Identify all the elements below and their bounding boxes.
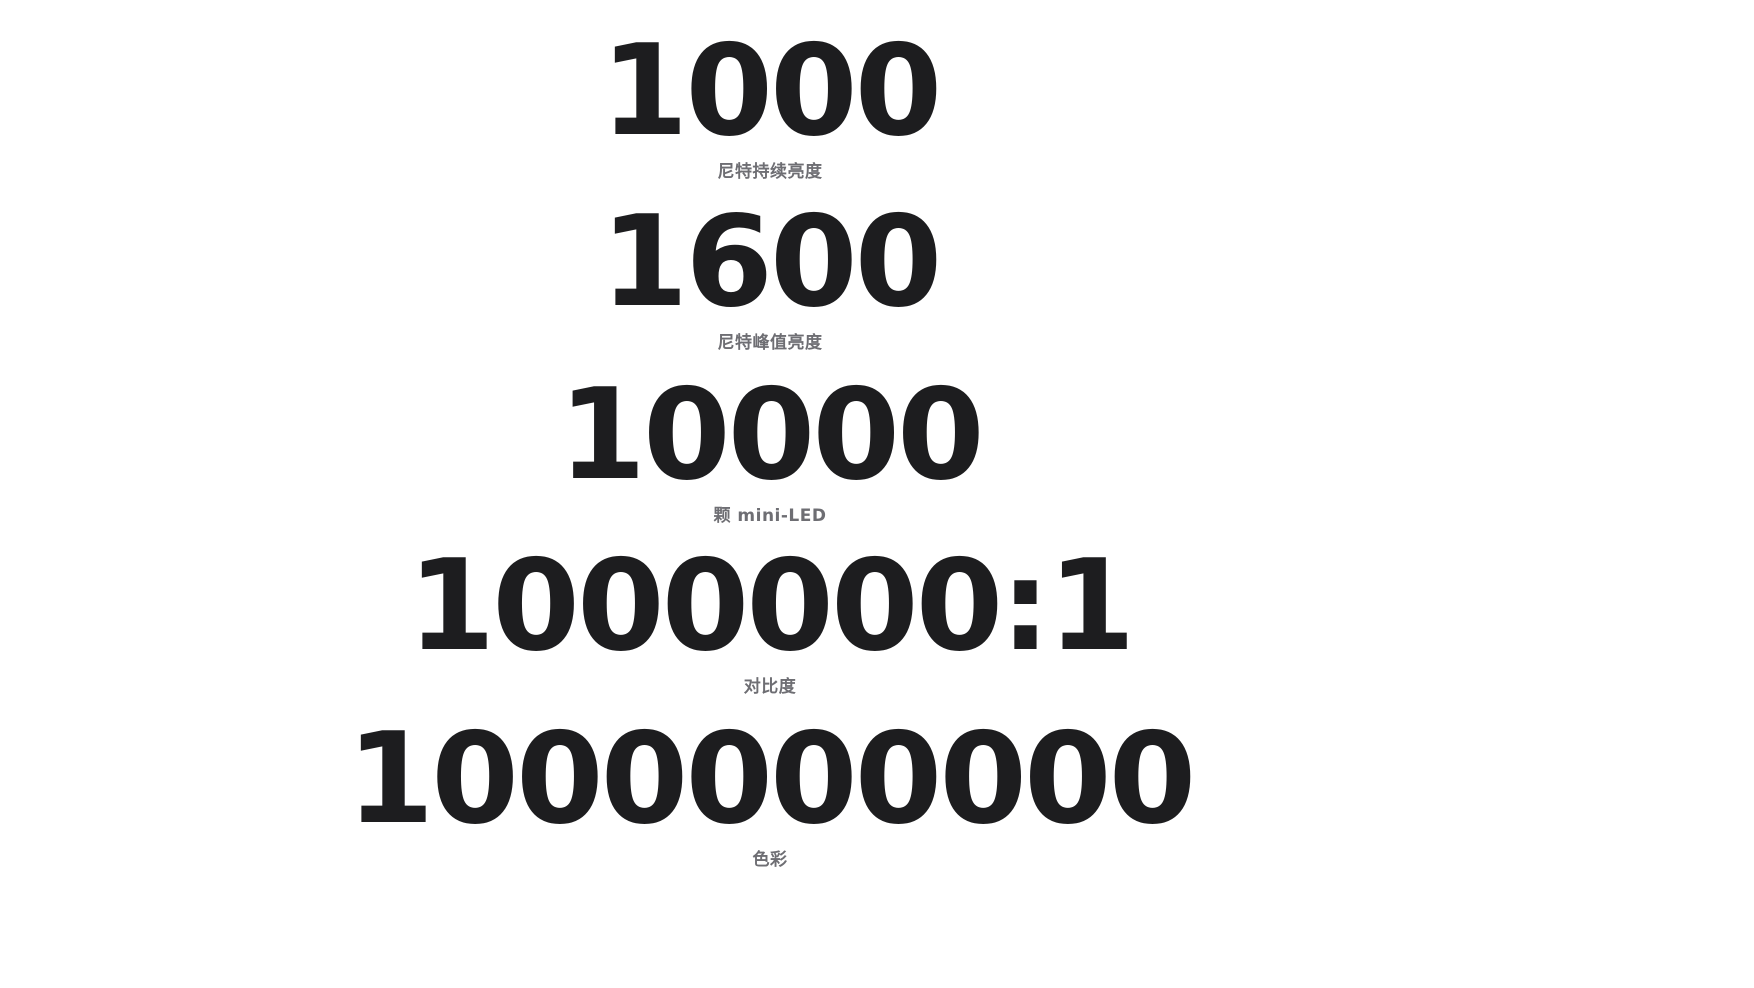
stat-caption: 对比度 [743, 677, 797, 697]
stat-caption: 尼特持续亮度 [717, 162, 823, 182]
stat-value: 1000 [600, 17, 943, 164]
stat-value: 1600 [600, 188, 943, 335]
stat-value: 1000000:1 [407, 532, 1136, 679]
stat-sustained-brightness: 1000 尼特持续亮度 [0, 17, 1540, 183]
stat-contrast-ratio: 1000000:1 对比度 [0, 532, 1540, 698]
stat-mini-led-count: 10000 颗 mini-LED [0, 361, 1540, 527]
stat-caption: 颗 mini-LED [713, 506, 827, 526]
stat-peak-brightness: 1600 尼特峰值亮度 [0, 188, 1540, 354]
stat-value: 1000000000 [346, 705, 1197, 852]
stat-caption: 色彩 [752, 850, 788, 870]
stat-value: 10000 [558, 361, 984, 508]
stat-colors: 1000000000 色彩 [0, 705, 1540, 871]
stat-caption: 尼特峰值亮度 [717, 333, 823, 353]
